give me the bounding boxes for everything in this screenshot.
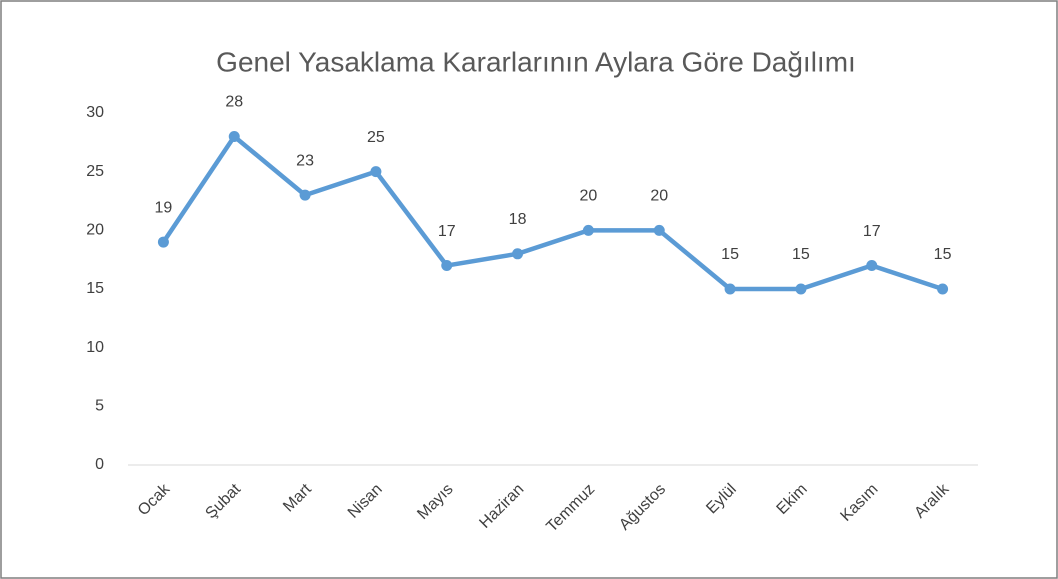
data-label: 25 xyxy=(367,129,385,146)
y-tick-label: 20 xyxy=(86,222,104,239)
point xyxy=(653,224,665,236)
point xyxy=(228,130,240,142)
point xyxy=(157,236,169,248)
data-label: 20 xyxy=(650,188,668,205)
point xyxy=(795,283,807,295)
point xyxy=(582,224,594,236)
line xyxy=(161,134,944,292)
point xyxy=(299,189,311,201)
data-label: 19 xyxy=(155,199,173,216)
data-label: 15 xyxy=(934,246,952,263)
data-label: 15 xyxy=(721,246,739,263)
data-label: 20 xyxy=(580,188,598,205)
y-tick-label: 5 xyxy=(95,398,104,415)
point xyxy=(937,283,949,295)
data-label: 17 xyxy=(438,223,456,240)
data-label: 28 xyxy=(225,94,243,111)
data-label: 18 xyxy=(509,211,527,228)
point xyxy=(512,248,524,260)
y-tick-label: 0 xyxy=(95,456,104,473)
data-label: 15 xyxy=(792,246,810,263)
point xyxy=(370,166,382,178)
point xyxy=(441,260,453,272)
chart-title: Genel Yasaklama Kararlarının Aylara Göre… xyxy=(216,46,856,77)
y-tick-label: 15 xyxy=(86,280,104,297)
y-tick-label: 25 xyxy=(86,163,104,180)
point xyxy=(724,283,736,295)
y-tick-label: 30 xyxy=(86,104,104,121)
y-tick-label: 10 xyxy=(86,339,104,356)
point xyxy=(866,260,878,272)
data-label: 23 xyxy=(296,152,314,169)
data-label: 17 xyxy=(863,223,881,240)
